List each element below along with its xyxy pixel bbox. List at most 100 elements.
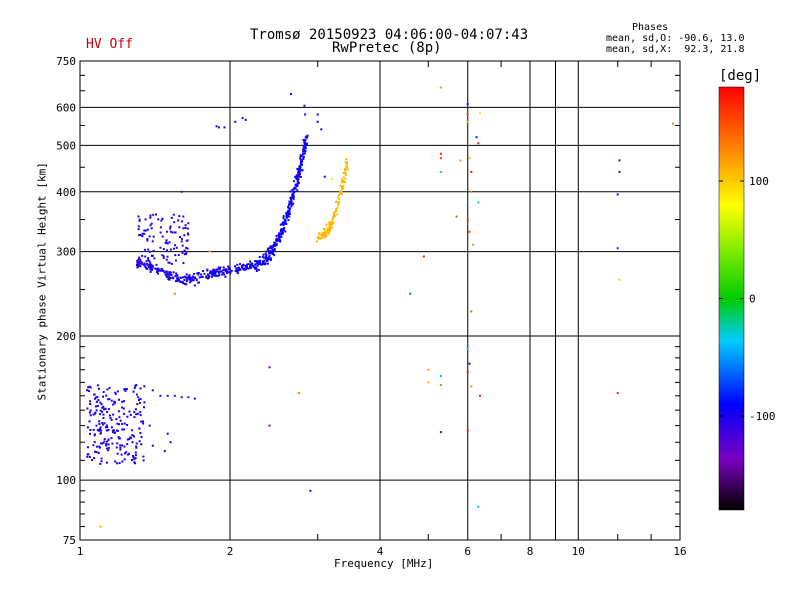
data-point — [280, 232, 283, 235]
data-point — [126, 453, 129, 456]
data-point — [103, 408, 105, 411]
data-point — [128, 452, 130, 455]
data-point — [470, 190, 473, 193]
data-point — [185, 280, 188, 283]
data-point — [330, 178, 333, 181]
data-point — [268, 424, 271, 427]
data-point — [272, 252, 275, 255]
data-point — [227, 265, 230, 268]
data-point — [236, 263, 239, 266]
data-point — [254, 266, 257, 269]
data-point — [115, 446, 118, 449]
y-tick-label: 500 — [56, 139, 76, 152]
data-point — [187, 396, 190, 399]
data-point — [272, 244, 275, 247]
data-point — [150, 264, 153, 267]
data-point — [224, 275, 227, 278]
data-point — [173, 292, 176, 295]
data-point — [258, 256, 261, 258]
data-point — [218, 268, 221, 271]
data-point — [147, 257, 150, 260]
data-point — [175, 280, 177, 283]
data-point — [107, 439, 110, 442]
data-point — [123, 428, 125, 431]
data-point — [264, 252, 267, 255]
data-point — [339, 184, 342, 187]
data-point — [104, 407, 107, 410]
data-point — [167, 261, 170, 264]
data-point — [139, 387, 142, 390]
data-point — [151, 389, 154, 392]
data-point — [303, 148, 306, 151]
data-point — [257, 268, 260, 271]
data-point — [192, 279, 195, 282]
data-point — [327, 229, 330, 232]
data-point — [131, 441, 134, 444]
data-point — [182, 227, 185, 230]
data-point — [100, 432, 102, 435]
data-point — [296, 183, 299, 185]
data-point — [477, 142, 480, 145]
data-point — [157, 272, 160, 275]
data-point — [146, 228, 149, 231]
data-point — [285, 215, 288, 218]
data-point — [227, 268, 230, 271]
data-point — [267, 257, 270, 260]
data-point — [166, 255, 169, 258]
data-point — [103, 440, 106, 443]
data-point — [174, 275, 177, 278]
data-point — [102, 441, 105, 444]
data-point — [110, 426, 113, 429]
data-point — [282, 216, 285, 219]
data-point — [270, 247, 273, 250]
data-point — [183, 275, 186, 278]
data-point — [183, 249, 186, 252]
data-point — [280, 233, 283, 236]
data-point — [134, 451, 137, 454]
data-point — [142, 420, 144, 423]
data-point — [324, 236, 327, 239]
data-point — [107, 398, 110, 401]
data-point — [291, 188, 294, 191]
data-point — [439, 375, 442, 377]
data-point — [268, 250, 271, 253]
data-point — [139, 258, 142, 261]
data-point — [100, 442, 103, 445]
data-point — [672, 122, 675, 125]
data-point — [273, 249, 276, 251]
data-point — [294, 187, 297, 190]
data-point — [162, 255, 165, 258]
data-point — [466, 103, 469, 105]
data-point — [191, 277, 194, 280]
data-point — [302, 155, 305, 158]
data-point — [468, 362, 471, 365]
data-point — [235, 267, 238, 270]
data-point — [113, 402, 116, 405]
data-point — [152, 235, 155, 238]
data-point — [184, 253, 187, 256]
data-point — [223, 268, 226, 271]
data-point — [149, 270, 152, 273]
y-tick-label: 750 — [56, 55, 76, 68]
x-tick-label: 8 — [527, 545, 534, 558]
data-point — [265, 255, 267, 258]
data-point — [148, 260, 151, 262]
data-point — [201, 275, 204, 278]
data-point — [186, 247, 189, 250]
data-point — [207, 275, 210, 277]
data-point — [338, 201, 341, 204]
data-point — [92, 413, 95, 416]
data-point — [93, 457, 96, 459]
data-point — [320, 128, 323, 131]
data-point — [217, 266, 220, 269]
data-point — [149, 268, 152, 271]
legend-title: Phases — [632, 22, 669, 33]
data-point — [320, 236, 323, 239]
data-point — [468, 230, 471, 233]
data-point — [109, 417, 112, 420]
data-point — [143, 232, 146, 235]
data-point — [470, 310, 473, 313]
data-point — [328, 221, 331, 223]
data-point — [215, 125, 218, 128]
data-point — [262, 262, 265, 265]
